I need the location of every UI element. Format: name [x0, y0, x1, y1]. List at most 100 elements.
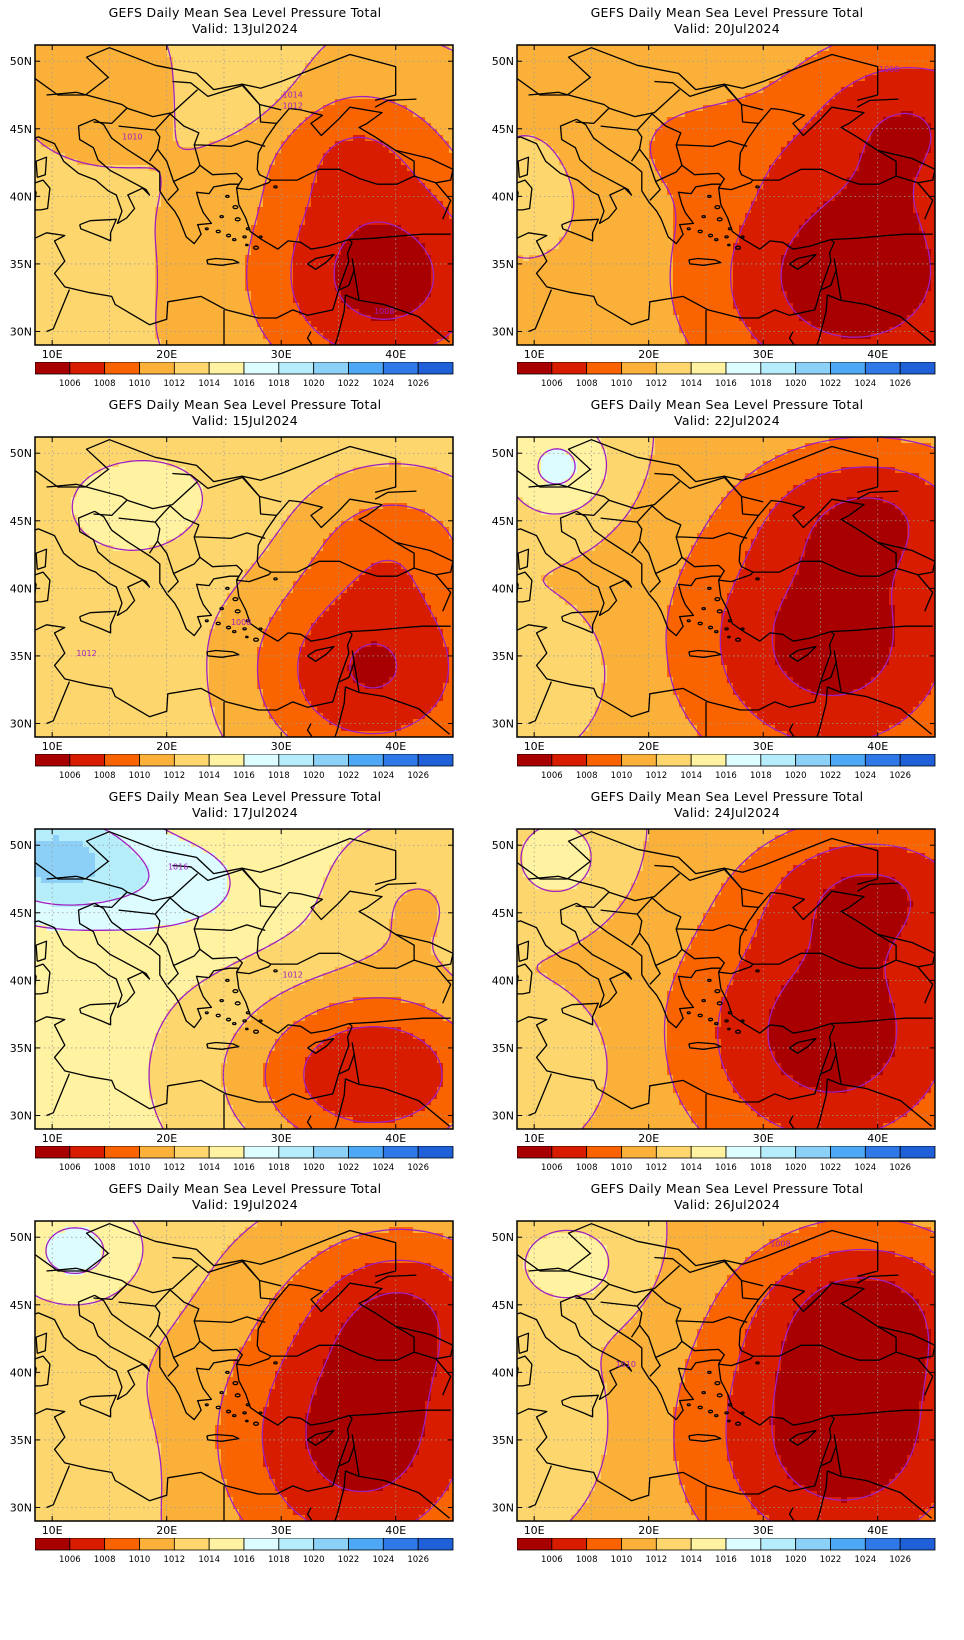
- lon-tick-label: 30E: [271, 1524, 292, 1537]
- panel-title: GEFS Daily Mean Sea Level Pressure Total: [30, 1181, 460, 1197]
- lat-tick-label: 40N: [10, 1366, 32, 1379]
- isobar-label: 1012: [76, 649, 96, 658]
- lon-tick-label: 20E: [156, 1132, 177, 1145]
- lat-tick-label: 45N: [10, 123, 32, 136]
- colorbar-tick-label: 1012: [646, 1163, 668, 1173]
- colorbar: 1006 1008 1010 1012 1014 1016 1018 1020 1022 1024…: [35, 1146, 454, 1173]
- panel-title: GEFS Daily Mean Sea Level Pressure Total: [30, 5, 460, 21]
- colorbar-tick-label: 1016: [233, 1163, 255, 1173]
- colorbar-swatch: [864, 362, 901, 375]
- colorbar-tick-label: 1008: [94, 1555, 116, 1565]
- colorbar-tick-label: 1022: [338, 1163, 360, 1173]
- pressure-map: 50N 45N 40N 35N 30N 10E 20E 30E 40E 1014 1012 1010 1…: [10, 44, 454, 361]
- lat-tick-label: 50N: [10, 1231, 32, 1244]
- colorbar-tick-label: 1024: [373, 771, 395, 781]
- colorbar-swatch: [35, 362, 71, 375]
- colorbar-swatch: [690, 754, 727, 767]
- colorbar-swatch: [760, 1538, 797, 1551]
- panel-valid-date: Valid: 19Jul2024: [30, 1197, 460, 1213]
- colorbar-tick-label: 1024: [373, 1163, 395, 1173]
- lat-tick-label: 45N: [492, 123, 514, 136]
- lon-tick-label: 10E: [42, 740, 63, 753]
- colorbar-swatch: [725, 1146, 762, 1159]
- colorbar-swatch: [725, 362, 762, 375]
- colorbar-tick-label: 1024: [855, 1555, 877, 1565]
- lat-tick-label: 30N: [10, 325, 32, 338]
- colorbar-swatch: [313, 1538, 349, 1551]
- colorbar-swatch: [517, 1146, 553, 1159]
- colorbar-tick-label: 1008: [576, 1555, 598, 1565]
- lat-tick-label: 50N: [492, 839, 514, 852]
- colorbar-tick-label: 1018: [268, 771, 290, 781]
- lon-tick-label: 30E: [753, 348, 774, 361]
- colorbar-swatch: [795, 362, 831, 375]
- colorbar-tick-label: 1006: [59, 771, 81, 781]
- colorbar-swatch: [313, 362, 349, 375]
- colorbar-swatch: [830, 754, 866, 767]
- lon-tick-label: 30E: [271, 1132, 292, 1145]
- colorbar-tick-label: 1014: [198, 379, 220, 389]
- colorbar-tick-label: 1026: [407, 1163, 429, 1173]
- colorbar-swatch: [382, 1538, 419, 1551]
- isobar-label: 1012: [282, 102, 302, 111]
- lat-tick-label: 35N: [10, 650, 32, 663]
- colorbar-swatch: [586, 1538, 622, 1551]
- colorbar-swatch: [586, 754, 622, 767]
- colorbar-tick-label: 1012: [164, 379, 186, 389]
- colorbar-swatch: [208, 1538, 245, 1551]
- isobar-lines: [35, 829, 453, 1129]
- panel-title: GEFS Daily Mean Sea Level Pressure Total: [30, 789, 460, 805]
- colorbar: 1006 1008 1010 1012 1014 1016 1018 1020 1022 1024…: [517, 362, 936, 389]
- colorbar-swatch: [104, 754, 140, 767]
- colorbar-swatch: [551, 1538, 588, 1551]
- colorbar-swatch: [35, 1538, 71, 1551]
- colorbar-swatch: [899, 362, 936, 375]
- lat-tick-label: 35N: [492, 650, 514, 663]
- colorbar-tick-label: 1010: [611, 379, 633, 389]
- colorbar-tick-label: 1016: [233, 379, 255, 389]
- colorbar-swatch: [864, 1146, 901, 1159]
- pressure-map: 50N 45N 40N 35N 30N 10E 20E 30E 40E 1008: [492, 44, 936, 361]
- lat-tick-label: 35N: [10, 1042, 32, 1055]
- colorbar-swatch: [208, 362, 245, 375]
- colorbar-swatch: [830, 362, 866, 375]
- colorbar-swatch: [760, 754, 797, 767]
- colorbar-swatch: [69, 362, 106, 375]
- colorbar-swatch: [586, 362, 622, 375]
- colorbar-tick-label: 1010: [611, 1555, 633, 1565]
- lat-tick-label: 30N: [10, 717, 32, 730]
- pressure-field: [35, 45, 453, 345]
- lat-tick-label: 40N: [10, 582, 32, 595]
- isobar-label: 1008: [231, 618, 251, 627]
- lon-tick-label: 10E: [42, 348, 63, 361]
- colorbar-swatch: [517, 1538, 553, 1551]
- lon-tick-label: 40E: [385, 1524, 406, 1537]
- colorbar-tick-label: 1026: [889, 1163, 911, 1173]
- panel-valid-date: Valid: 13Jul2024: [30, 21, 460, 37]
- panel-valid-date: Valid: 17Jul2024: [30, 805, 460, 821]
- colorbar-swatch: [139, 1538, 175, 1551]
- lon-tick-label: 30E: [271, 740, 292, 753]
- lat-tick-label: 45N: [10, 1299, 32, 1312]
- colorbar-tick-label: 1012: [164, 1555, 186, 1565]
- lat-tick-label: 40N: [492, 974, 514, 987]
- colorbar-tick-label: 1026: [889, 379, 911, 389]
- lat-tick-label: 35N: [492, 1434, 514, 1447]
- colorbar-tick-label: 1012: [646, 1555, 668, 1565]
- colorbar-swatch: [208, 1146, 245, 1159]
- colorbar-swatch: [725, 1538, 762, 1551]
- colorbar-tick-label: 1008: [576, 771, 598, 781]
- colorbar-tick-label: 1008: [94, 379, 116, 389]
- lat-tick-label: 50N: [492, 1231, 514, 1244]
- pressure-map: 50N 45N 40N 35N 30N 10E 20E 30E 40E 1008 1010: [492, 1220, 936, 1537]
- colorbar-tick-label: 1026: [889, 771, 911, 781]
- colorbar-swatch: [173, 362, 210, 375]
- colorbar-swatch: [173, 754, 210, 767]
- isobar-label: 1010: [616, 1360, 636, 1369]
- lat-tick-label: 50N: [492, 447, 514, 460]
- lon-tick-label: 10E: [524, 1132, 545, 1145]
- colorbar-tick-label: 1010: [129, 379, 151, 389]
- map-panel: GEFS Daily Mean Sea Level Pressure Total…: [0, 392, 482, 802]
- pressure-field: [517, 45, 935, 345]
- lat-tick-label: 35N: [492, 258, 514, 271]
